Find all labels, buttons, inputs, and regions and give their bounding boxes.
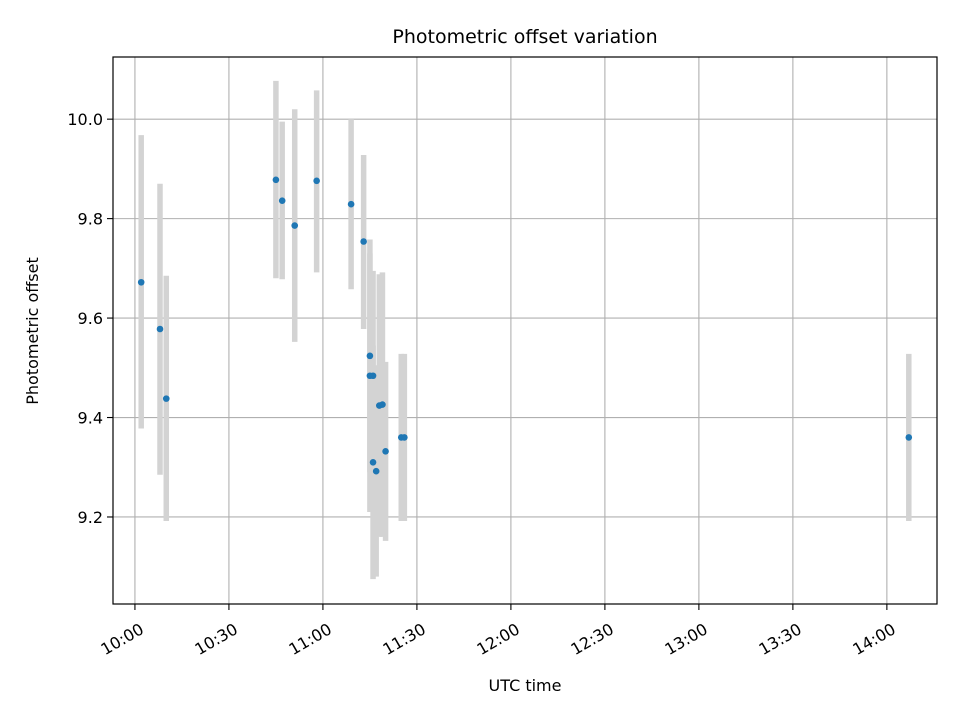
y-tick-label: 10.0	[67, 110, 103, 129]
data-point	[369, 372, 377, 380]
plot-frame	[112, 56, 938, 605]
data-point	[291, 222, 299, 229]
data-point	[278, 197, 286, 205]
data-point	[162, 395, 170, 402]
data-point	[379, 401, 386, 408]
y-tick-label: 9.2	[78, 508, 103, 527]
data-point	[137, 278, 145, 286]
data-point	[382, 448, 389, 455]
data-point	[313, 177, 320, 185]
y-tick-label: 9.4	[78, 409, 103, 428]
data-point	[905, 434, 913, 441]
data-point	[272, 176, 280, 184]
y-axis-label: Photometric offset	[23, 257, 42, 405]
chart-title: Photometric offset variation	[392, 26, 657, 48]
data-point	[366, 352, 374, 360]
data-point	[156, 325, 164, 333]
data-point	[360, 238, 367, 245]
data-point	[372, 467, 380, 475]
y-tick-label: 9.6	[78, 309, 103, 328]
x-axis-label: UTC time	[489, 676, 562, 695]
data-markers	[137, 176, 913, 475]
data-point	[369, 458, 377, 466]
grid	[113, 57, 937, 604]
data-point	[401, 434, 408, 441]
y-tick-label: 9.8	[78, 210, 103, 229]
data-point	[347, 200, 355, 208]
y-axis-ticks: 9.2 9.4 9.6 9.8 10.0	[67, 110, 113, 527]
